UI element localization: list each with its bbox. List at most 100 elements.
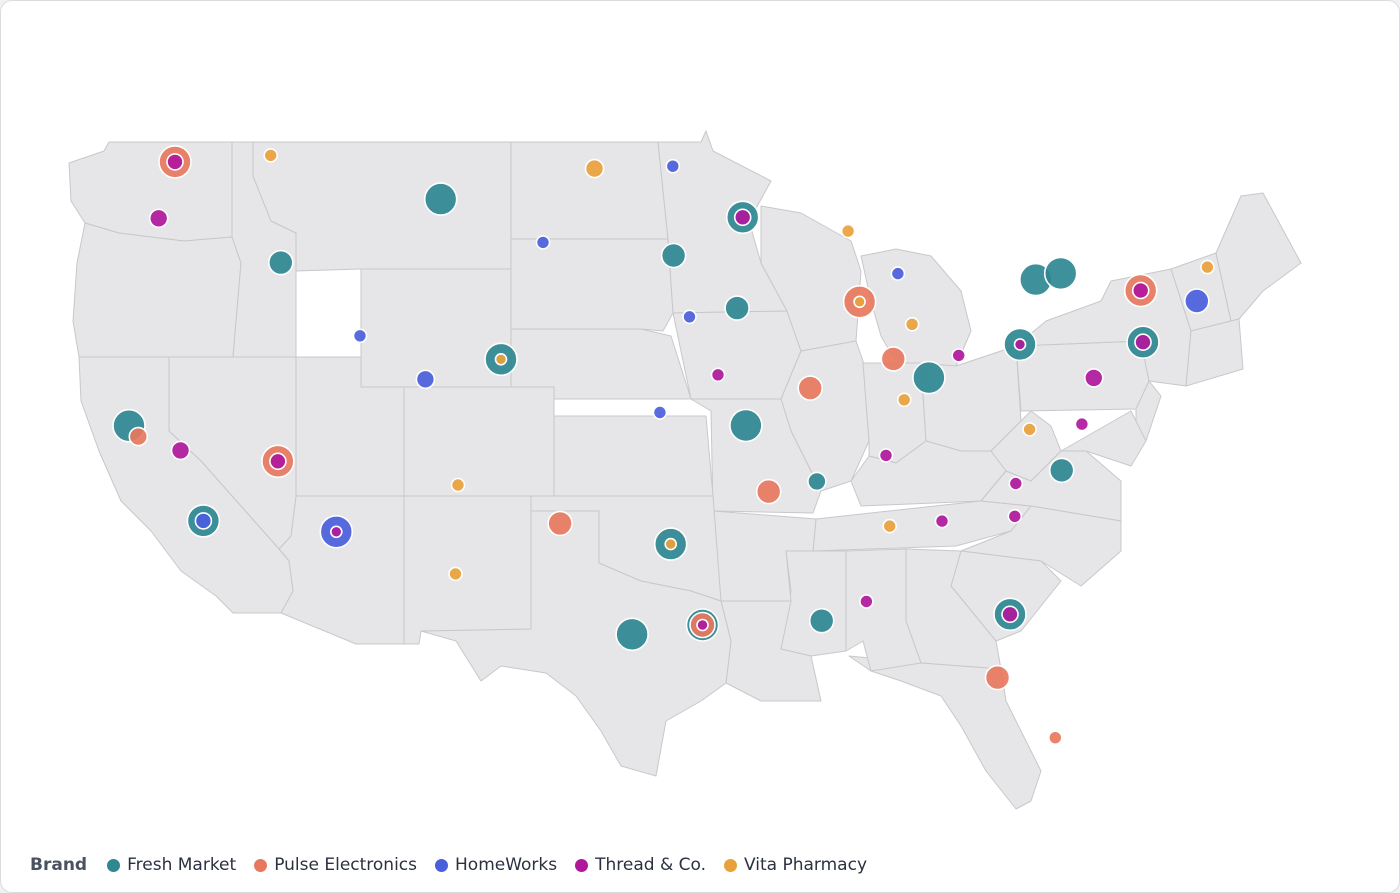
location-little-rock[interactable] bbox=[755, 478, 782, 505]
marker-pulse[interactable] bbox=[547, 510, 573, 537]
marker-vita[interactable] bbox=[448, 566, 463, 582]
location-phoenix[interactable] bbox=[319, 514, 354, 549]
marker-pulse[interactable] bbox=[797, 375, 824, 401]
location-san-jose[interactable] bbox=[128, 426, 149, 447]
marker-pulse[interactable] bbox=[755, 478, 782, 505]
location-new-orleans[interactable] bbox=[808, 607, 835, 634]
marker-fresh[interactable] bbox=[1048, 457, 1075, 484]
marker-thread[interactable] bbox=[1084, 368, 1104, 388]
markers-layer[interactable] bbox=[112, 145, 1215, 746]
location-columbia[interactable] bbox=[1007, 508, 1023, 524]
marker-thread[interactable] bbox=[1013, 338, 1027, 351]
location-salt-lake-city[interactable] bbox=[352, 328, 368, 344]
location-houston[interactable] bbox=[685, 608, 720, 642]
marker-thread[interactable] bbox=[170, 440, 191, 461]
marker-vita[interactable] bbox=[904, 316, 920, 332]
marker-fresh[interactable] bbox=[1043, 256, 1078, 291]
marker-thread[interactable] bbox=[1131, 281, 1150, 300]
location-minneapolis[interactable] bbox=[725, 200, 760, 235]
location-mobile[interactable] bbox=[859, 594, 874, 609]
marker-vita[interactable] bbox=[263, 148, 279, 163]
location-birmingham[interactable] bbox=[882, 518, 898, 534]
location-albany[interactable] bbox=[1123, 273, 1158, 308]
location-indianapolis[interactable] bbox=[880, 346, 907, 372]
location-cincinnati[interactable] bbox=[912, 360, 946, 395]
marker-thread[interactable] bbox=[1007, 508, 1023, 524]
marker-vita[interactable] bbox=[882, 518, 898, 534]
legend-item-vita-pharmacy[interactable]: Vita Pharmacy bbox=[724, 855, 867, 875]
marker-fresh[interactable] bbox=[267, 249, 294, 276]
location-fort-wayne[interactable] bbox=[904, 316, 920, 332]
marker-thread[interactable] bbox=[733, 208, 752, 227]
location-pittsburgh[interactable] bbox=[1003, 327, 1037, 362]
marker-vita[interactable] bbox=[840, 223, 856, 239]
legend-item-thread-co[interactable]: Thread & Co. bbox=[575, 855, 706, 875]
marker-pulse[interactable] bbox=[1048, 730, 1063, 746]
marker-pulse[interactable] bbox=[984, 664, 1011, 691]
location-portland[interactable] bbox=[148, 208, 169, 229]
location-rapid-city[interactable] bbox=[535, 235, 551, 250]
location-sioux-falls[interactable] bbox=[660, 242, 687, 269]
marker-thread[interactable] bbox=[1134, 333, 1152, 352]
location-charlotte[interactable] bbox=[1008, 476, 1024, 491]
marker-pulse[interactable] bbox=[128, 426, 149, 447]
marker-thread[interactable] bbox=[329, 525, 343, 539]
location-fresno[interactable] bbox=[170, 440, 191, 461]
location-tampa[interactable] bbox=[984, 664, 1011, 691]
location-spokane[interactable] bbox=[263, 148, 279, 163]
marker-fresh[interactable] bbox=[807, 471, 827, 492]
marker-fresh[interactable] bbox=[423, 182, 458, 216]
legend-item-pulse-electronics[interactable]: Pulse Electronics bbox=[254, 855, 417, 875]
marker-thread[interactable] bbox=[934, 513, 950, 529]
marker-home[interactable] bbox=[415, 369, 436, 390]
location-jacksonville[interactable] bbox=[993, 597, 1027, 632]
location-roanoke[interactable] bbox=[1022, 422, 1037, 437]
location-springfield-mo[interactable] bbox=[729, 408, 763, 443]
location-des-moines[interactable] bbox=[724, 295, 750, 321]
marker-home[interactable] bbox=[890, 266, 906, 281]
location-grand-rapids[interactable] bbox=[890, 266, 906, 281]
location-columbus[interactable] bbox=[951, 348, 967, 363]
marker-home[interactable] bbox=[652, 405, 668, 420]
location-denver[interactable] bbox=[484, 342, 518, 377]
location-dallas[interactable] bbox=[653, 527, 688, 561]
marker-vita[interactable] bbox=[584, 158, 605, 179]
marker-fresh[interactable] bbox=[912, 360, 946, 395]
marker-thread[interactable] bbox=[1074, 416, 1090, 432]
marker-thread[interactable] bbox=[166, 153, 184, 171]
location-kansas-city[interactable] bbox=[710, 367, 726, 383]
marker-thread[interactable] bbox=[878, 448, 894, 463]
marker-thread[interactable] bbox=[696, 618, 709, 632]
location-billings[interactable] bbox=[423, 182, 458, 216]
location-boston[interactable] bbox=[1184, 288, 1210, 314]
location-chicago[interactable] bbox=[842, 284, 877, 319]
marker-home[interactable] bbox=[535, 235, 551, 250]
location-richmond[interactable] bbox=[1074, 416, 1090, 432]
location-memphis[interactable] bbox=[807, 471, 827, 492]
marker-fresh[interactable] bbox=[615, 617, 649, 652]
legend-item-fresh-market[interactable]: Fresh Market bbox=[107, 855, 236, 875]
marker-vita[interactable] bbox=[1022, 422, 1037, 437]
location-el-paso[interactable] bbox=[448, 566, 463, 582]
marker-vita[interactable] bbox=[664, 537, 678, 551]
location-louisville[interactable] bbox=[896, 392, 912, 408]
location-las-vegas[interactable] bbox=[261, 444, 295, 479]
marker-fresh[interactable] bbox=[660, 242, 687, 269]
marker-thread[interactable] bbox=[148, 208, 169, 229]
location-nashville[interactable] bbox=[878, 448, 894, 463]
location-seattle[interactable] bbox=[158, 145, 192, 179]
marker-thread[interactable] bbox=[859, 594, 874, 609]
marker-vita[interactable] bbox=[1200, 259, 1215, 275]
location-atlanta[interactable] bbox=[934, 513, 950, 529]
location-st-louis[interactable] bbox=[797, 375, 824, 401]
marker-home[interactable] bbox=[665, 158, 681, 174]
marker-vita[interactable] bbox=[896, 392, 912, 408]
marker-fresh[interactable] bbox=[729, 408, 763, 443]
location-omaha[interactable] bbox=[682, 309, 697, 325]
location-bismarck[interactable] bbox=[584, 158, 605, 179]
location-portland-me[interactable] bbox=[1200, 259, 1215, 275]
location-rochester[interactable] bbox=[1043, 256, 1078, 291]
location-grand-junction[interactable] bbox=[415, 369, 436, 390]
marker-fresh[interactable] bbox=[724, 295, 750, 321]
